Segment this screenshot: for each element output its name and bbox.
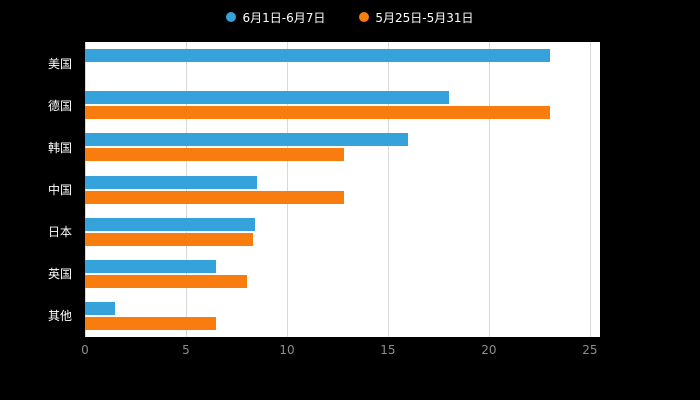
category-label: 日本 xyxy=(47,225,72,240)
chart-legend: 6月1日-6月7日 5月25日-5月31日 xyxy=(0,6,700,28)
legend-dot-icon xyxy=(226,12,237,22)
bar xyxy=(85,133,409,146)
y-axis-labels: 美国德国韩国中国日本英国其他 xyxy=(0,42,80,337)
bar xyxy=(85,176,257,189)
category-label: 中国 xyxy=(47,182,72,197)
category-label: 美国 xyxy=(47,56,72,71)
category-label: 韩国 xyxy=(47,140,72,155)
legend-item[interactable]: 6月1日-6月7日 xyxy=(226,9,325,26)
legend-item[interactable]: 5月25日-5月31日 xyxy=(359,9,474,26)
bar xyxy=(85,148,344,161)
category-label: 其他 xyxy=(47,309,72,324)
bar xyxy=(85,275,247,288)
gridline xyxy=(589,42,591,337)
legend-dot-icon xyxy=(359,12,370,22)
bar xyxy=(85,302,116,315)
x-axis-labels: 0 5 10 15 20 25 xyxy=(81,343,600,361)
x-tick-label: 0 xyxy=(81,343,89,357)
legend-label: 5月25日-5月31日 xyxy=(375,10,474,25)
x-tick-label: 10 xyxy=(279,343,295,357)
bar xyxy=(85,191,344,204)
x-tick-label: 25 xyxy=(582,343,598,357)
bar xyxy=(85,91,449,104)
gridline xyxy=(387,42,389,337)
bar xyxy=(85,233,253,246)
bar xyxy=(85,218,255,231)
bar xyxy=(85,260,217,273)
legend-label: 6月1日-6月7日 xyxy=(242,10,326,25)
bar xyxy=(85,49,550,62)
plot-area xyxy=(85,42,600,337)
x-tick-label: 20 xyxy=(481,343,497,357)
gridline xyxy=(286,42,288,337)
gridline xyxy=(85,42,86,337)
category-label: 德国 xyxy=(47,98,72,113)
x-tick-label: 15 xyxy=(380,343,396,357)
category-label: 英国 xyxy=(47,267,72,282)
bar xyxy=(85,106,550,119)
x-tick-label: 5 xyxy=(182,343,190,357)
gridline xyxy=(488,42,490,337)
gridline xyxy=(185,42,187,337)
bar xyxy=(85,317,217,330)
